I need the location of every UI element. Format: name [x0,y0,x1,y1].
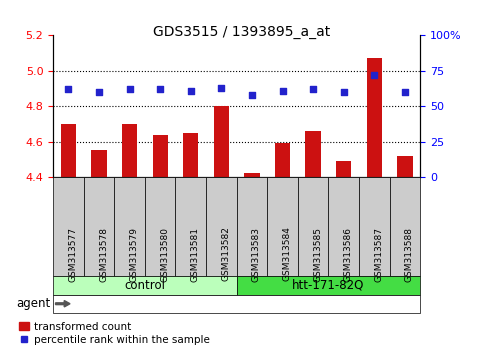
Point [279,88,286,93]
Text: htt-171-82Q: htt-171-82Q [292,279,365,292]
Bar [183,133,199,177]
Text: GSM313580: GSM313580 [160,227,169,281]
Bar [305,131,321,177]
Text: GSM313577: GSM313577 [69,227,77,281]
Point [65,86,72,92]
Text: GSM313581: GSM313581 [191,227,200,281]
Point [370,72,378,78]
Bar [275,143,290,177]
Point [126,86,133,92]
Bar [213,106,229,177]
Point [309,86,317,92]
Text: GSM313579: GSM313579 [129,227,139,281]
Bar [367,58,382,177]
Bar [61,124,76,177]
Point [187,88,195,93]
Bar [397,156,412,177]
Bar [122,124,137,177]
Point [340,89,348,95]
Text: agent: agent [16,297,51,310]
Bar [244,173,260,177]
Point [156,86,164,92]
Text: GSM313583: GSM313583 [252,227,261,281]
Text: GSM313587: GSM313587 [374,227,384,281]
Point [401,89,409,95]
Bar [336,161,352,177]
Bar [153,135,168,177]
Text: GSM313588: GSM313588 [405,227,414,281]
Text: GSM313585: GSM313585 [313,227,322,281]
Text: GSM313582: GSM313582 [221,227,230,281]
Point [248,92,256,98]
Legend: transformed count, percentile rank within the sample: transformed count, percentile rank withi… [15,317,213,349]
Bar [91,150,107,177]
Point [217,85,225,91]
Text: GSM313586: GSM313586 [344,227,353,281]
Text: control: control [125,279,165,292]
Text: GDS3515 / 1393895_a_at: GDS3515 / 1393895_a_at [153,25,330,39]
Text: GSM313578: GSM313578 [99,227,108,281]
Point [95,89,103,95]
Text: GSM313584: GSM313584 [283,227,292,281]
